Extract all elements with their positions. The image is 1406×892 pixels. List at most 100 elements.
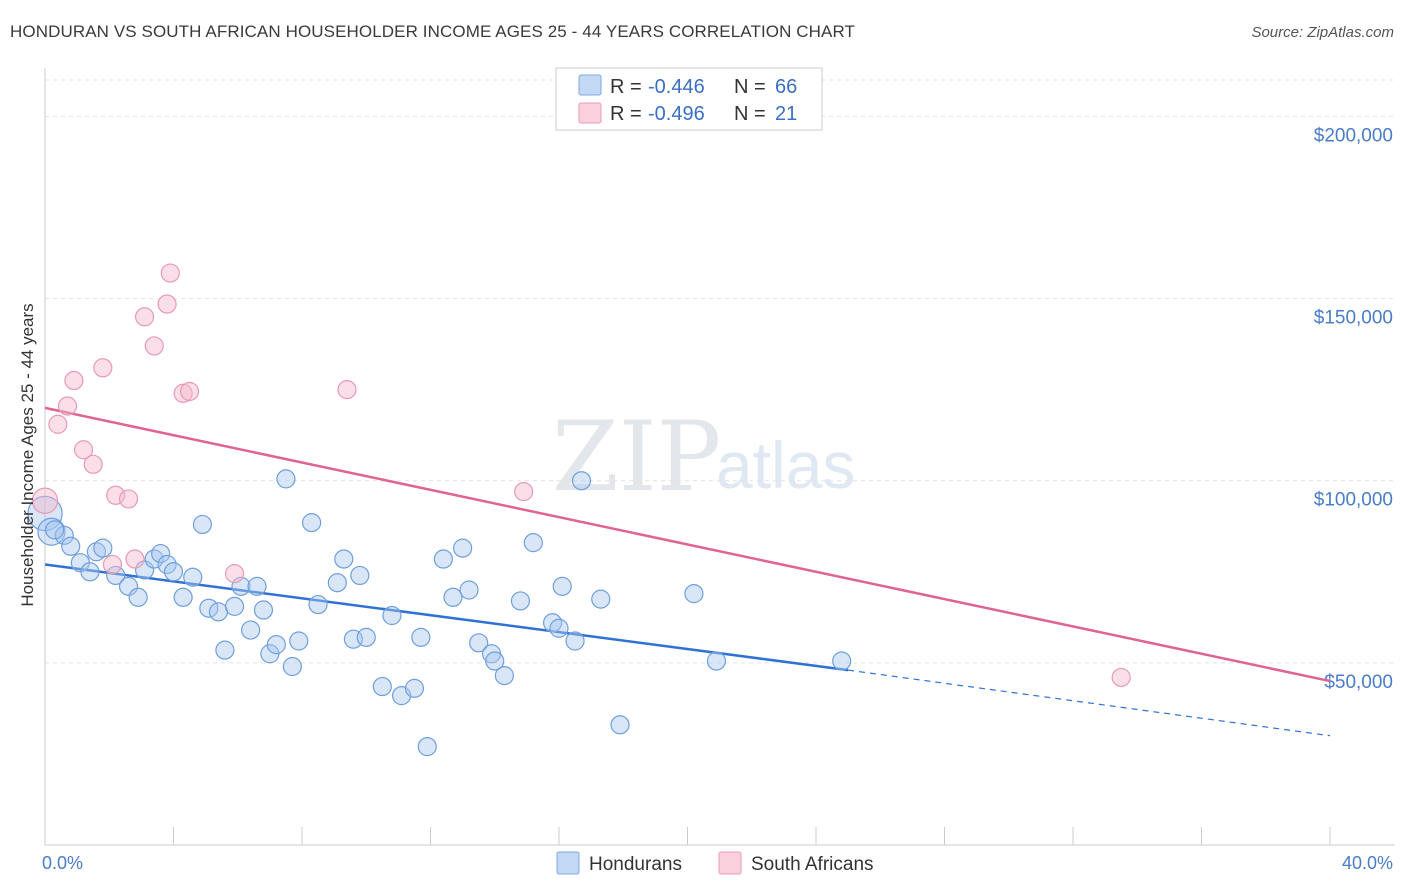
point-hondurans-44	[417, 737, 437, 757]
y-axis-label: Householder Income Ages 25 - 44 years	[18, 303, 37, 606]
legend-r-value-1: -0.496	[648, 103, 705, 125]
point-hondurans-33	[308, 594, 328, 615]
point-hondurans-18	[192, 514, 213, 535]
legend-r-label-0: R =	[610, 76, 642, 98]
point-south-africans-19	[514, 482, 534, 502]
point-hondurans-57	[552, 576, 572, 596]
point-hondurans-59	[571, 471, 592, 491]
point-south-africans-12	[144, 336, 164, 356]
data-points	[27, 263, 1131, 757]
bottom-legend-swatch-south-africans	[718, 851, 742, 875]
point-south-africans-20	[1111, 667, 1131, 688]
point-hondurans-21	[215, 640, 235, 660]
point-hondurans-14	[157, 554, 177, 575]
point-south-africans-16	[179, 381, 200, 402]
point-hondurans-45	[433, 549, 453, 569]
point-hondurans-46	[443, 587, 463, 607]
point-hondurans-38	[356, 627, 376, 647]
point-south-africans-13	[157, 294, 177, 314]
y-tick-label-2: $150,000	[1314, 308, 1393, 329]
point-hondurans-9	[118, 576, 139, 596]
point-hondurans-15	[163, 562, 184, 582]
legend-n-label-1: N =	[734, 103, 766, 125]
point-hondurans-31	[289, 631, 309, 651]
point-south-africans-3	[64, 370, 84, 391]
point-south-africans-6	[93, 358, 113, 378]
point-hondurans-64	[832, 651, 852, 671]
point-hondurans-65	[45, 520, 65, 540]
point-south-africans-17	[224, 564, 245, 584]
trend-line-south-africans	[44, 406, 1331, 683]
point-hondurans-20	[208, 602, 229, 622]
y-tick-label-0: $50,000	[1324, 672, 1393, 693]
legend-n-label-0: N =	[734, 76, 766, 98]
point-hondurans-30	[282, 656, 302, 677]
point-south-africans-4	[73, 440, 94, 460]
point-hondurans-22	[224, 596, 245, 616]
point-hondurans-56	[549, 618, 569, 638]
legend-r-value-0: -0.446	[648, 76, 705, 98]
point-hondurans-53	[510, 591, 531, 611]
point-hondurans-34	[327, 573, 347, 593]
point-hondurans-11	[134, 560, 155, 580]
point-hondurans-35	[334, 549, 354, 569]
point-south-africans-2	[57, 396, 78, 416]
point-hondurans-13	[151, 543, 171, 564]
legend-n-value-0: 66	[775, 76, 797, 98]
gridlines	[45, 79, 1395, 664]
point-hondurans-3	[61, 536, 81, 556]
point-south-africans-18	[337, 380, 357, 400]
point-hondurans-61	[610, 715, 630, 735]
point-hondurans-7	[93, 538, 113, 558]
x-tick-label-1: 40.0%	[1342, 853, 1393, 873]
legend-r-label-1: R =	[610, 103, 642, 125]
source-label: Source: ZipAtlas.com	[1251, 24, 1394, 41]
bottom-legend: Hondurans South Africans	[556, 851, 874, 875]
point-hondurans-17	[183, 567, 203, 587]
trend-line-hondurans-extrapolated	[848, 669, 1331, 737]
watermark-zip: ZIP	[552, 401, 721, 513]
point-hondurans-49	[469, 633, 489, 653]
point-hondurans-5	[80, 562, 100, 582]
bottom-legend-hondurans: Hondurans	[589, 854, 682, 875]
stats-legend: R = -0.446 N = 66 R = -0.496 N = 21	[555, 67, 823, 131]
bottom-legend-south-africans: South Africans	[751, 854, 874, 875]
y-tick-label-1: $100,000	[1314, 490, 1393, 511]
point-hondurans-42	[404, 678, 425, 698]
point-hondurans-60	[591, 589, 611, 609]
point-hondurans-6	[86, 542, 107, 562]
point-hondurans-63	[706, 651, 727, 671]
y-tick-label-3: $200,000	[1314, 125, 1393, 146]
point-hondurans-25	[247, 576, 267, 596]
legend-swatch-hondurans	[578, 74, 602, 96]
point-south-africans-11	[134, 307, 155, 327]
point-hondurans-58	[565, 631, 585, 651]
point-hondurans-54	[523, 533, 543, 553]
legend-n-value-1: 21	[775, 103, 797, 125]
point-south-africans-14	[160, 263, 180, 283]
watermark: ZIP atlas	[552, 401, 855, 513]
point-hondurans-19	[199, 598, 219, 618]
point-hondurans-39	[372, 676, 392, 697]
point-hondurans-16	[173, 587, 193, 607]
legend-swatch-south-africans	[578, 102, 602, 124]
x-tick-label-0: 0.0%	[42, 853, 83, 873]
point-hondurans-43	[411, 627, 431, 647]
bottom-legend-swatch-hondurans	[556, 851, 580, 875]
point-hondurans-48	[459, 580, 479, 600]
point-hondurans-2	[54, 525, 74, 545]
point-hondurans-32	[302, 513, 322, 533]
point-south-africans-0	[31, 487, 59, 514]
point-hondurans-26	[253, 600, 274, 620]
point-south-africans-9	[118, 489, 139, 509]
point-south-africans-15	[173, 383, 193, 403]
tick-labels: $50,000 $100,000 $150,000 $200,000 0.0% 40.0%	[42, 125, 1393, 873]
point-south-africans-8	[106, 485, 126, 505]
watermark-atlas: atlas	[716, 428, 855, 502]
point-hondurans-8	[106, 565, 126, 586]
point-hondurans-51	[485, 651, 505, 671]
trend-line-hondurans	[44, 563, 849, 672]
point-south-africans-10	[125, 549, 145, 569]
point-south-africans-7	[102, 554, 123, 575]
